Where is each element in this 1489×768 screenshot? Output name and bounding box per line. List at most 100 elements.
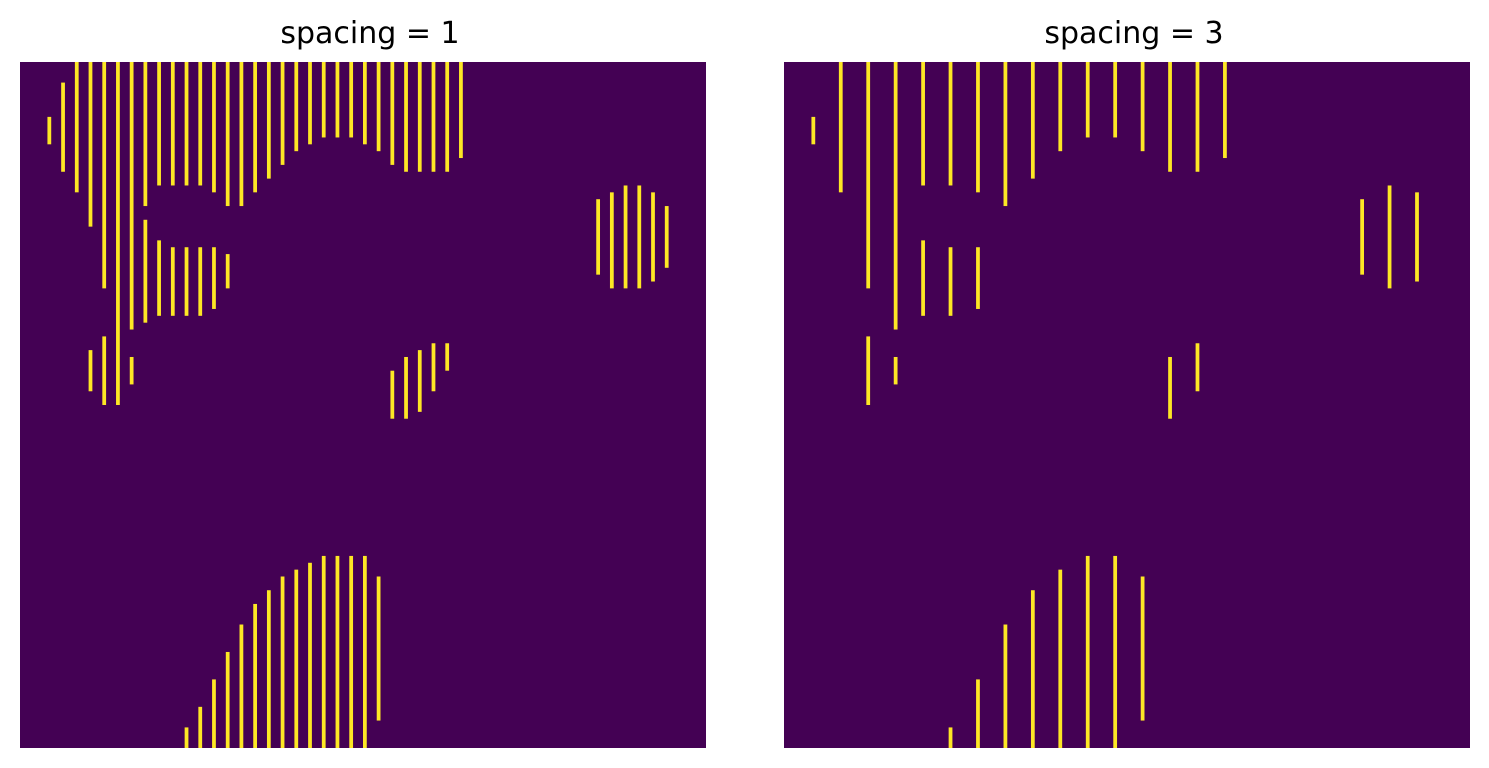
stripe-segment (893, 356, 898, 385)
stripe-segment (1387, 185, 1392, 289)
stripe-segment (1030, 62, 1035, 179)
stripe-segment (74, 62, 79, 193)
stripe-segment (376, 576, 381, 721)
stripe-segment (1085, 555, 1090, 748)
stripe-segment (363, 555, 367, 748)
stripe-segment (1003, 624, 1008, 748)
stripe-segment (1140, 62, 1145, 152)
stripe-segment (1360, 199, 1365, 275)
stripe-segment (198, 62, 203, 186)
stripe-segment (1140, 576, 1145, 721)
stripe-segment (363, 62, 367, 145)
stripe-segment (596, 199, 601, 275)
stripe-segment (1113, 62, 1118, 138)
stripe-segment (1030, 590, 1035, 748)
stripe-segment (921, 240, 925, 316)
stripe-segment (609, 192, 614, 289)
stripe-segment (623, 185, 628, 289)
stripe-segment (266, 62, 271, 179)
stripe-segment (1085, 62, 1090, 138)
stripe-segment (88, 350, 93, 392)
stripe-segment (1113, 555, 1118, 748)
stripe-segment (102, 336, 107, 405)
stripe-segment (376, 62, 381, 152)
chart-title-left: spacing = 1 (280, 16, 460, 51)
stripe-segment (1168, 62, 1172, 172)
stripe-segment (948, 727, 953, 748)
stripe-segment (253, 603, 258, 748)
stripe-segment (811, 116, 816, 145)
stripe-segment (321, 62, 326, 138)
stripe-segment (431, 343, 436, 392)
stripe-segment (198, 706, 203, 748)
stripe-segment (866, 336, 871, 405)
stripe-segment (637, 185, 642, 289)
stripe-segment (157, 62, 161, 186)
stripe-segment (976, 247, 980, 309)
stripe-segment (404, 356, 408, 419)
stripe-segment (1415, 192, 1419, 282)
stripe-segment (1195, 343, 1200, 392)
stripe-segment (664, 206, 669, 268)
stripe-segment (948, 62, 953, 186)
heatmap-left (20, 62, 706, 748)
stripe-segment (1168, 356, 1172, 419)
stripe-segment (170, 247, 175, 316)
stripe-segment (294, 569, 299, 748)
stripe-segment (280, 576, 285, 748)
stripe-segment (335, 62, 340, 138)
stripe-segment (129, 356, 134, 385)
stripe-segment (390, 62, 395, 165)
stripe-segment (266, 590, 271, 748)
stripe-segment (417, 350, 422, 412)
stripe-segment (335, 555, 340, 748)
stripe-segment (294, 62, 299, 152)
stripe-segment (1195, 62, 1200, 172)
stripe-segment (198, 247, 203, 316)
stripe-segment (1223, 62, 1227, 159)
stripe-segment (129, 62, 134, 330)
stripe-segment (143, 62, 148, 207)
stripe-segment (404, 62, 408, 172)
stripe-segment (349, 62, 354, 138)
stripe-segment (1058, 569, 1063, 748)
stripe-segment (239, 624, 244, 748)
stripe-segment (212, 679, 216, 748)
stripe-segment (102, 62, 107, 289)
stripe-segment (88, 62, 93, 227)
stripe-segment (47, 116, 52, 145)
stripe-segment (239, 62, 244, 207)
chart-title-right: spacing = 3 (1044, 16, 1224, 51)
stripe-segment (225, 62, 230, 207)
stripe-segment (61, 82, 65, 172)
stripe-segment (976, 62, 980, 193)
stripe-segment (253, 62, 258, 193)
stripe-segment (651, 192, 655, 282)
stripe-segment (459, 62, 463, 159)
stripe-segment (184, 247, 189, 316)
stripe-segment (184, 727, 189, 748)
stripe-segment (893, 62, 898, 330)
heatmap-background (784, 62, 1470, 748)
stripe-segment (116, 62, 120, 405)
stripe-segment (184, 62, 189, 186)
stripe-segment (1003, 62, 1008, 207)
chart-panel-left: spacing = 1 (20, 0, 720, 768)
stripe-segment (948, 247, 953, 316)
stripe-segment (308, 562, 312, 748)
stripe-segment (280, 62, 285, 165)
stripe-segment (170, 62, 175, 186)
stripe-segment (349, 555, 354, 748)
stripe-segment (143, 219, 148, 323)
stripe-segment (838, 62, 843, 193)
stripe-segment (866, 62, 871, 289)
stripe-segment (431, 62, 436, 172)
stripe-segment (212, 247, 216, 309)
stripe-segment (321, 555, 326, 748)
stripe-segment (445, 62, 450, 172)
stripe-segment (212, 62, 216, 193)
stripe-segment (445, 343, 450, 371)
stripe-segment (308, 62, 312, 145)
stripe-segment (225, 254, 230, 289)
chart-panel-right: spacing = 3 (784, 0, 1484, 768)
